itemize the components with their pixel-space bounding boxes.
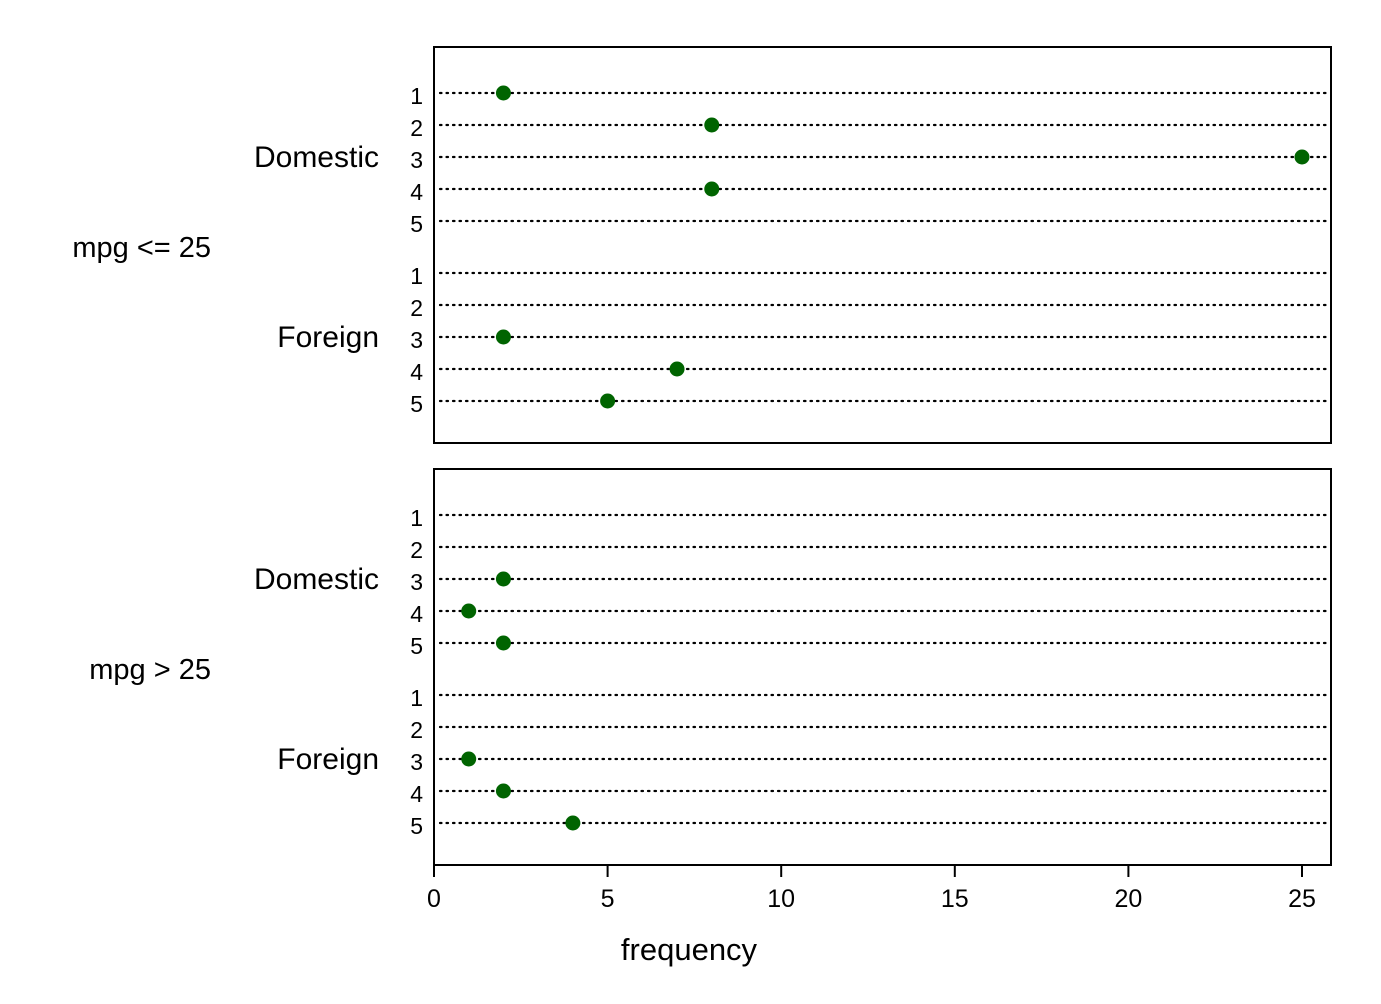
- category-label: 1: [410, 263, 423, 289]
- category-label: 1: [410, 83, 423, 109]
- category-label: 2: [410, 537, 423, 563]
- category-label: 3: [410, 147, 423, 173]
- group-label: Domestic: [254, 141, 379, 174]
- x-axis-title: frequency: [621, 932, 758, 967]
- data-point: [461, 603, 477, 619]
- panel-frame: [433, 468, 1332, 866]
- group: Foreign 1 2 3 4 5: [277, 263, 1329, 417]
- x-tick-label: 0: [427, 885, 441, 913]
- category-label: 1: [410, 505, 423, 531]
- x-axis: 0 5 10 15 20 25: [427, 865, 1316, 913]
- data-point: [495, 329, 511, 345]
- panel: mpg > 25 Domestic 1 2 3 4 5 Foreign 1 2 3 4 5: [89, 468, 1332, 866]
- data-point: [565, 815, 581, 831]
- category-label: 2: [410, 115, 423, 141]
- category-label: 4: [410, 781, 423, 807]
- x-tick-label: 25: [1288, 885, 1316, 913]
- data-point: [1294, 149, 1310, 165]
- group: Domestic 1 2 3 4 5: [254, 83, 1329, 237]
- data-point: [495, 571, 511, 587]
- data-point: [461, 751, 477, 767]
- data-point: [669, 361, 685, 377]
- group-label: Foreign: [277, 743, 379, 776]
- group-label: Foreign: [277, 321, 379, 354]
- group: Domestic 1 2 3 4 5: [254, 505, 1329, 659]
- category-label: 4: [410, 179, 423, 205]
- category-label: 5: [410, 391, 423, 417]
- x-tick-label: 20: [1114, 885, 1142, 913]
- category-label: 3: [410, 749, 423, 775]
- category-label: 2: [410, 295, 423, 321]
- category-label: 4: [410, 359, 423, 385]
- x-tick-label: 15: [941, 885, 969, 913]
- category-label: 5: [410, 211, 423, 237]
- panel-label: mpg <= 25: [72, 232, 211, 264]
- data-point: [495, 635, 511, 651]
- category-label: 2: [410, 717, 423, 743]
- panel-label: mpg > 25: [89, 654, 211, 686]
- category-label: 1: [410, 685, 423, 711]
- category-label: 3: [410, 327, 423, 353]
- category-label: 4: [410, 601, 423, 627]
- category-label: 5: [410, 813, 423, 839]
- data-point: [704, 181, 720, 197]
- panel: mpg <= 25 Domestic 1 2 3 4 5 Foreign 1 2 3 4 5: [72, 46, 1332, 444]
- data-point: [495, 783, 511, 799]
- x-tick-label: 5: [601, 885, 615, 913]
- data-point: [495, 85, 511, 101]
- category-label: 5: [410, 633, 423, 659]
- x-tick-label: 10: [767, 885, 795, 913]
- group-label: Domestic: [254, 563, 379, 596]
- category-label: 3: [410, 569, 423, 595]
- group: Foreign 1 2 3 4 5: [277, 685, 1329, 839]
- panel-frame: [433, 46, 1332, 444]
- data-point: [600, 393, 616, 409]
- data-point: [704, 117, 720, 133]
